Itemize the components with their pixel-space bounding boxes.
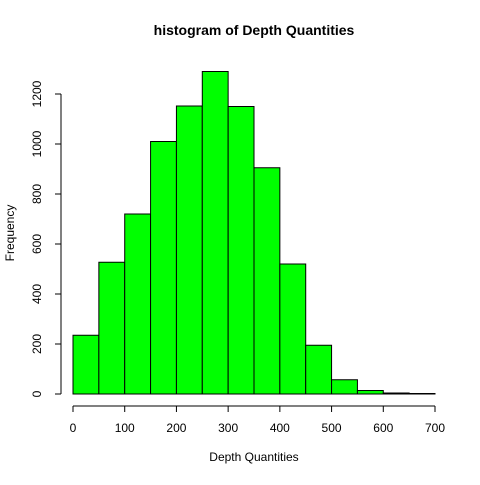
- histogram-bar: [201, 71, 229, 395]
- x-axis: 0 100 200 300 400 500 600 700: [70, 405, 445, 435]
- histogram-bar: [124, 213, 152, 395]
- histogram-bar: [175, 105, 203, 395]
- histogram-bar: [227, 106, 255, 395]
- y-tick-label: 1200: [30, 80, 44, 107]
- histogram-bar: [279, 263, 307, 395]
- chart-title: histogram of Depth Quantities: [154, 22, 355, 38]
- histogram-bar: [382, 392, 410, 395]
- x-tick-label: 100: [115, 421, 135, 435]
- y-axis-label: Frequency: [3, 205, 17, 262]
- y-tick-label: 800: [30, 184, 44, 204]
- x-axis-label: Depth Quantities: [209, 450, 298, 464]
- histogram-bar: [150, 141, 177, 395]
- histogram-bar: [331, 379, 358, 395]
- x-tick-label: 700: [425, 421, 445, 435]
- y-tick-label: 0: [30, 390, 44, 397]
- x-tick-label: 400: [270, 421, 290, 435]
- histogram-bar: [72, 334, 100, 395]
- y-tick-label: 600: [30, 234, 44, 254]
- x-tick-label: 200: [166, 421, 186, 435]
- histogram-bars: [72, 71, 436, 395]
- x-tick-label: 500: [322, 421, 342, 435]
- histogram-bar: [305, 344, 333, 395]
- x-tick-label: 600: [373, 421, 393, 435]
- histogram-bar: [253, 167, 281, 395]
- y-tick-label: 1000: [30, 130, 44, 157]
- histogram-bar: [356, 390, 384, 395]
- histogram-bar: [408, 393, 436, 395]
- y-tick-label: 200: [30, 334, 44, 354]
- y-tick-label: 400: [30, 284, 44, 304]
- x-tick-label: 300: [218, 421, 238, 435]
- histogram-bar: [98, 261, 126, 395]
- x-tick-label: 0: [70, 421, 77, 435]
- y-axis: 0 200 400 600 800 1000 1200: [30, 80, 62, 397]
